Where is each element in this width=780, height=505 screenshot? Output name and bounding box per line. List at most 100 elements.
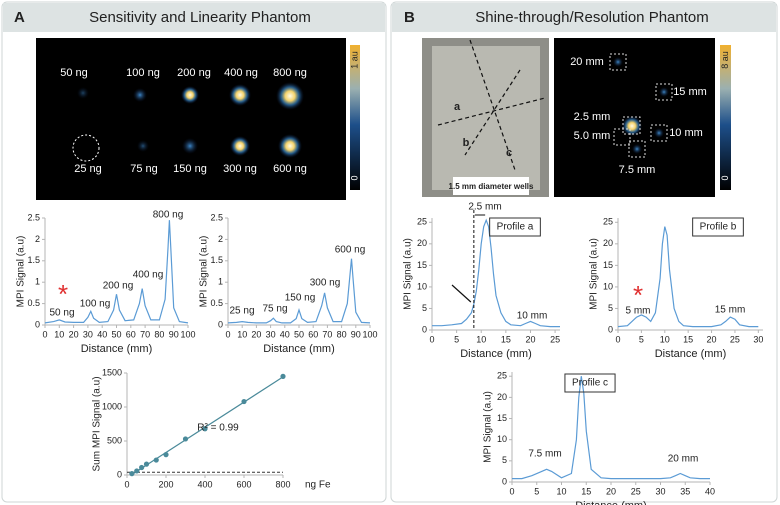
image-label: 10 mm (669, 127, 703, 139)
point (280, 373, 286, 379)
annotation: 150 ng (285, 293, 316, 304)
x-axis-label: Distance (mm) (655, 348, 727, 360)
y-tick-label: 0 (608, 324, 613, 334)
image-label: 50 ng (60, 67, 88, 79)
annotation-box (692, 217, 744, 237)
y-tick-label: 1.5 (210, 255, 223, 265)
x-tick-label: 30 (266, 329, 276, 339)
colorbar-label: 0 (349, 175, 359, 180)
point (241, 398, 247, 405)
annotation: 5 mm (626, 306, 651, 317)
point (129, 471, 135, 477)
annotation: 600 ng (335, 245, 366, 256)
x-tick-label: 80 (154, 329, 164, 339)
x-tick-label: 20 (251, 329, 261, 339)
annotation: 400 ng (133, 270, 164, 281)
y-tick-label: 0 (117, 469, 122, 479)
y-tick-label: 2.5 (27, 212, 40, 222)
x-tick-label: 5 (639, 334, 644, 344)
line (432, 218, 560, 328)
y-tick-label: 500 (107, 435, 122, 445)
image-label: 300 ng (223, 163, 257, 175)
x-tick-label: 90 (351, 329, 361, 339)
x-tick-label: 60 (308, 329, 318, 339)
x-tick-label: 10 (54, 329, 64, 339)
panel-title: Shine-through/Resolution Phantom (475, 9, 708, 26)
y-tick-label: 0.5 (210, 298, 223, 308)
x-tick-label: 40 (97, 329, 107, 339)
x-tick-label: 10 (660, 334, 670, 344)
x-axis-label: Distance (mm) (460, 348, 532, 360)
x-tick-label: 100 (180, 329, 195, 339)
asterisk: * (633, 280, 643, 310)
image-label: 25 ng (74, 163, 102, 175)
y-tick-label: 25 (417, 217, 427, 227)
x-tick-label: 0 (124, 479, 129, 489)
y-tick-label: 10 (497, 434, 507, 444)
y-axis-label: MPI Signal (a.u) (589, 238, 600, 310)
y-tick-label: 1 (218, 277, 223, 287)
x-tick-label: 0 (615, 334, 620, 344)
image-label: 7.5 mm (619, 164, 656, 176)
y-axis-label: MPI Signal (a.u) (483, 391, 494, 463)
y-tick-label: 20 (603, 238, 613, 248)
x-axis-label: Distance (mm) (81, 343, 153, 355)
y-tick-label: 5 (502, 455, 507, 465)
x-tick-label: 400 (197, 479, 212, 489)
y-tick-label: 15 (417, 260, 427, 270)
x-axis-label: ng Fe (305, 480, 331, 491)
line (617, 226, 759, 328)
x-tick-label: 25 (550, 334, 560, 344)
x-tick-label: 0 (509, 486, 514, 496)
x-tick-label: 0 (42, 329, 47, 339)
x-tick-label: 40 (705, 486, 715, 496)
x-tick-label: 70 (140, 329, 150, 339)
x-tick-label: 20 (69, 329, 79, 339)
colorbar (350, 45, 360, 190)
y-axis-label: MPI Signal (a.u) (16, 236, 27, 308)
x-tick-label: 20 (707, 334, 717, 344)
image-label: 600 ng (273, 163, 307, 175)
y-tick-label: 0 (218, 319, 223, 329)
image-label: 20 mm (570, 56, 604, 68)
annotation: Profile a (497, 222, 534, 233)
x-tick-label: 5 (534, 486, 539, 496)
y-tick-label: 25 (497, 371, 507, 381)
x-tick-label: 70 (322, 329, 332, 339)
x-axis-label: Distance (mm) (575, 500, 647, 505)
x-tick-label: 600 (236, 479, 251, 489)
point (139, 464, 145, 471)
colorbar-label: 8 au (720, 51, 730, 69)
y-tick-label: 2 (35, 234, 40, 244)
y-tick-label: 20 (417, 238, 427, 248)
photo-label: c (506, 147, 512, 159)
x-tick-label: 30 (83, 329, 93, 339)
panel-label: B (404, 9, 415, 26)
mpi-image (36, 38, 346, 200)
annotation: 300 ng (310, 278, 341, 289)
annotation: 100 ng (80, 299, 111, 310)
annotation: 50 ng (49, 308, 74, 319)
y-axis-label: MPI Signal (a.u) (199, 236, 210, 308)
y-tick-label: 5 (608, 303, 613, 313)
annotation: 10 mm (517, 311, 548, 322)
phantom-photo (432, 46, 540, 190)
photo-label: a (454, 101, 461, 113)
y-tick-label: 25 (603, 217, 613, 227)
annotation: Profile b (700, 222, 737, 233)
annotation: 75 ng (262, 304, 287, 315)
image-label: 150 ng (173, 163, 207, 175)
panel-title: Sensitivity and Linearity Phantom (89, 9, 311, 26)
x-tick-label: 40 (280, 329, 290, 339)
x-tick-label: 10 (556, 486, 566, 496)
panel-header (3, 3, 385, 32)
panel-label: A (14, 9, 25, 26)
x-tick-label: 30 (655, 486, 665, 496)
y-tick-label: 2 (218, 234, 223, 244)
y-axis-label: MPI Signal (a.u) (403, 238, 414, 310)
point (182, 436, 189, 442)
annotation: 15 mm (715, 305, 746, 316)
x-tick-label: 35 (680, 486, 690, 496)
image-label: 2.5 mm (574, 111, 611, 123)
y-tick-label: 0 (35, 319, 40, 329)
